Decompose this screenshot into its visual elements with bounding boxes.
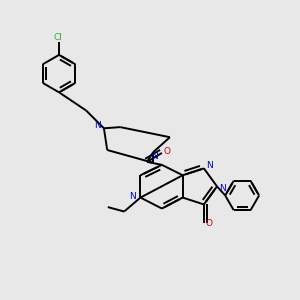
Text: N: N xyxy=(94,122,101,130)
Text: N: N xyxy=(152,152,158,161)
Text: N: N xyxy=(129,192,136,201)
Text: O: O xyxy=(206,219,213,228)
Text: Cl: Cl xyxy=(54,33,63,42)
Text: N: N xyxy=(219,184,226,193)
Text: N: N xyxy=(206,161,213,170)
Text: O: O xyxy=(164,147,171,156)
